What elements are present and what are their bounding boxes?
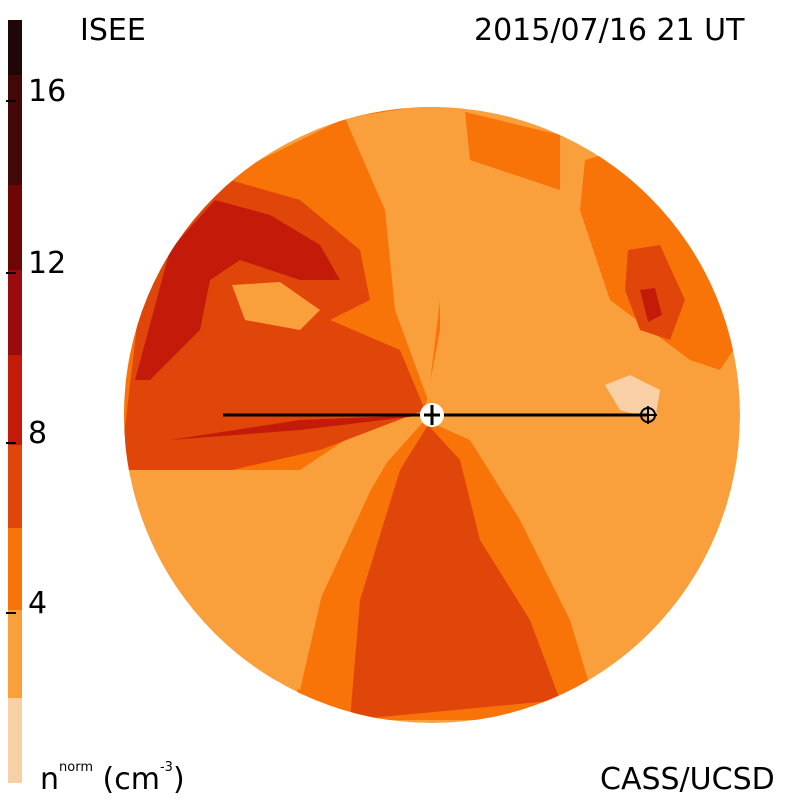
colorbar-label-8: 8 xyxy=(28,416,48,451)
colorbar-band-1 xyxy=(8,20,22,75)
colorbar-band-lowest xyxy=(8,698,22,783)
quantity-superscript: norm xyxy=(59,760,93,775)
timestamp-label: 2015/07/16 21 UT xyxy=(474,13,745,48)
contour-region-lower-darkred xyxy=(350,425,560,720)
colorbar-band-5 xyxy=(8,355,22,445)
colorbar-label-16: 16 xyxy=(28,74,67,109)
credit-label: CASS/UCSD xyxy=(600,762,775,797)
colorbar-tick xyxy=(6,442,16,444)
colorbar-label-4: 4 xyxy=(28,586,48,621)
colorbar-band-lower xyxy=(8,610,22,698)
unit-superscript: -3 xyxy=(159,760,173,775)
quantity-label: nnorm (cm-3) xyxy=(40,761,185,797)
contour-region-top-strip xyxy=(465,112,560,190)
colorbar-band-4 xyxy=(8,270,22,355)
sun-icon xyxy=(420,403,444,427)
colorbar-label-12: 12 xyxy=(28,246,67,281)
colorbar-band-2 xyxy=(8,75,22,185)
source-label: ISEE xyxy=(80,13,146,48)
contour-region-upper-mid xyxy=(345,107,470,400)
colorbar-band-3 xyxy=(8,185,22,270)
quantity-symbol: n xyxy=(40,762,60,797)
colorbar-tick xyxy=(6,612,16,614)
earth-icon xyxy=(639,406,657,424)
colorbar-tick xyxy=(6,100,16,102)
colorbar-tick xyxy=(6,272,16,274)
contour-region-wedge xyxy=(170,415,425,440)
contour-region-right-darkred xyxy=(640,288,662,322)
contour-region-light-patch xyxy=(232,282,320,330)
contour-region-left-darkred xyxy=(135,200,340,380)
unit-close: ) xyxy=(172,762,185,797)
colorbar-band-6 xyxy=(8,445,22,530)
unit-open: (cm xyxy=(93,762,160,797)
